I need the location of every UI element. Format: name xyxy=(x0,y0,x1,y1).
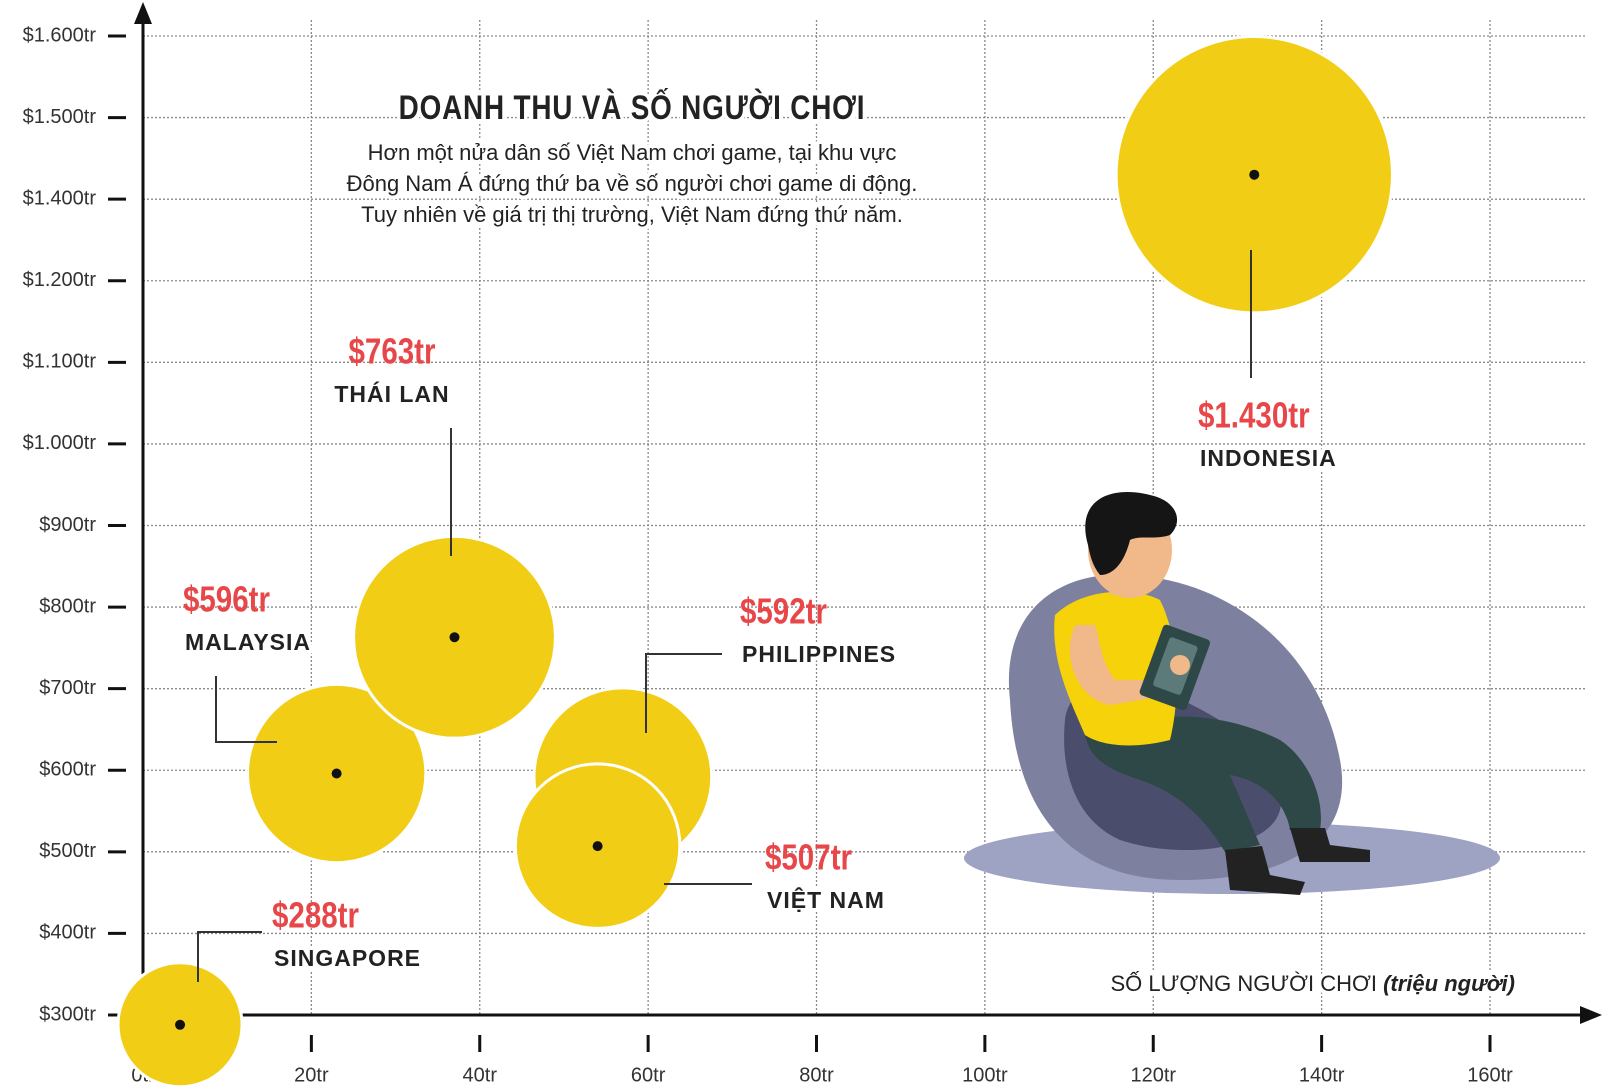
x-tick-label: 60tr xyxy=(631,1064,666,1086)
leader-line xyxy=(197,931,262,982)
x-axis-label-note: (triệu người) xyxy=(1383,971,1515,996)
x-tick-label: 120tr xyxy=(1130,1064,1176,1086)
y-tick-label: $1.600tr xyxy=(23,24,97,46)
subtitle: Tuy nhiên về giá trị thị trường, Việt Na… xyxy=(361,202,903,227)
value-label: $507tr xyxy=(765,837,852,877)
y-axis-arrow xyxy=(134,2,152,24)
value-label: $288tr xyxy=(272,895,359,935)
bubble-center xyxy=(449,632,460,643)
x-tick-label: 40tr xyxy=(463,1064,498,1086)
country-label: MALAYSIA xyxy=(185,629,311,655)
bubble-center xyxy=(331,768,342,779)
x-tick-label: 20tr xyxy=(294,1064,329,1086)
y-tick-label: $1.100tr xyxy=(23,351,97,373)
y-tick-label: $500tr xyxy=(39,840,96,862)
subtitle: Hơn một nửa dân số Việt Nam chơi game, t… xyxy=(368,140,897,165)
country-label: PHILIPPINES xyxy=(742,641,896,667)
y-tick-label: $400tr xyxy=(39,922,96,944)
country-label: SINGAPORE xyxy=(274,945,421,971)
y-tick-label: $800tr xyxy=(39,595,96,617)
x-axis-arrow xyxy=(1580,1006,1602,1024)
bubble-center xyxy=(592,841,603,852)
y-tick-label: $300tr xyxy=(39,1003,96,1025)
chart-title: DOANH THU VÀ SỐ NGƯỜI CHƠI xyxy=(399,87,866,126)
y-tick-label: $1.500tr xyxy=(23,106,97,128)
illustration xyxy=(964,492,1500,895)
value-label: $763tr xyxy=(349,331,436,371)
x-tick-label: 160tr xyxy=(1467,1064,1513,1086)
x-axis-label: SỐ LƯỢNG NGƯỜI CHƠI (triệu người) xyxy=(1110,970,1515,996)
y-tick-label: $1.000tr xyxy=(23,432,97,454)
y-tick-label: $1.400tr xyxy=(23,187,97,209)
value-label: $1.430tr xyxy=(1198,395,1310,435)
leader-line xyxy=(645,653,722,733)
country-label: THÁI LAN xyxy=(334,380,449,407)
y-tick-label: $600tr xyxy=(39,759,96,781)
y-tick-label: $1.200tr xyxy=(23,269,97,291)
x-tick-label: 100tr xyxy=(962,1064,1008,1086)
subtitle: Đông Nam Á đứng thứ ba về số người chơi … xyxy=(347,171,918,196)
y-tick-label: $700tr xyxy=(39,677,96,699)
country-label: VIỆT NAM xyxy=(767,886,885,913)
leader-line xyxy=(215,676,277,743)
x-axis-label-main: SỐ LƯỢNG NGƯỜI CHƠI xyxy=(1110,970,1377,996)
bubble-center xyxy=(1249,169,1260,180)
bubble-center xyxy=(175,1019,186,1030)
y-tick-label: $900tr xyxy=(39,514,96,536)
x-tick-label: 140tr xyxy=(1299,1064,1345,1086)
x-tick-label: 80tr xyxy=(799,1064,834,1086)
country-label: INDONESIA xyxy=(1200,445,1337,471)
value-label: $596tr xyxy=(183,579,270,619)
value-label: $592tr xyxy=(740,591,827,631)
